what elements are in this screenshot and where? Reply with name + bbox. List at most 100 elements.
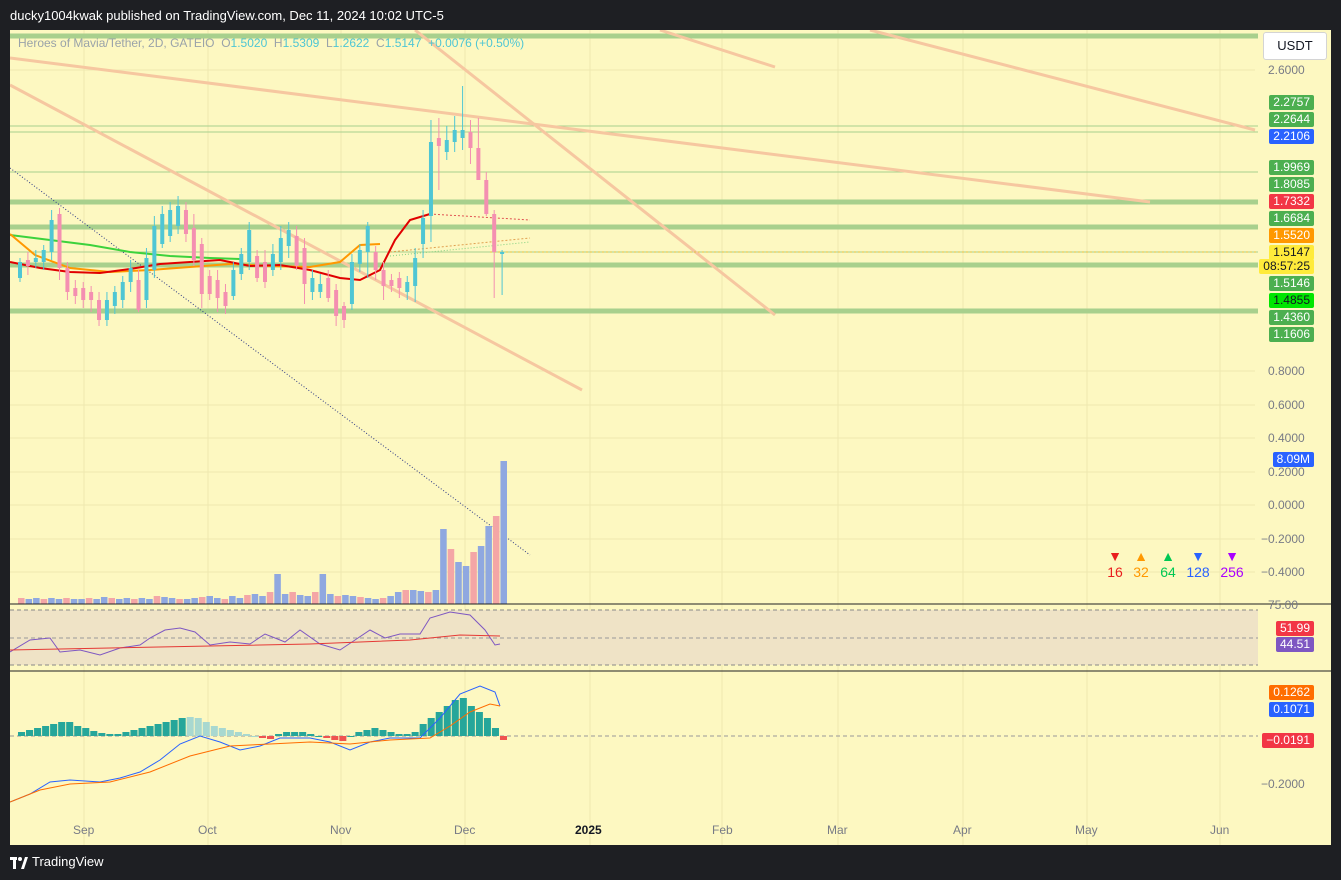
volume-bar [251, 594, 259, 604]
chart-area[interactable]: Heroes of Mavia/Tether, 2D, GATEIO O1.50… [10, 30, 1331, 845]
macd-histogram-bar [467, 706, 475, 736]
fib-arrow-256: ▼ 256 [1217, 548, 1247, 580]
macd-histogram-bar [443, 706, 451, 736]
volume-bar [477, 546, 485, 604]
volume-bar [296, 595, 304, 604]
fib-arrow: ▲ [1134, 548, 1148, 564]
macd-histogram-bar [74, 726, 82, 736]
macd-histogram-bar [82, 728, 90, 736]
volume-bar [425, 592, 432, 604]
ma-red-projection [429, 213, 531, 221]
macd-histogram-bar [499, 736, 507, 740]
macd-histogram-bar [202, 722, 210, 736]
macd-histogram-bar [234, 732, 242, 736]
candle-body [120, 282, 125, 300]
macd-histogram-bar [347, 736, 355, 737]
low-value: 1.2622 [332, 36, 370, 50]
candle-body [239, 254, 244, 274]
fib-arrow-16: ▼ 16 [1100, 548, 1130, 580]
macd-axis-tick: −0.2000 [1261, 777, 1305, 791]
chart-svg[interactable] [10, 30, 1331, 845]
candle-body [270, 254, 275, 270]
volume-bar [349, 596, 357, 604]
price-tick: 0.0000 [1268, 498, 1305, 512]
volume-bar [198, 597, 206, 604]
candle-body [144, 258, 149, 300]
volume-bar [176, 599, 183, 604]
volume-bar [364, 598, 372, 604]
time-tick: Dec [454, 823, 476, 837]
volume-bar [485, 526, 492, 604]
macd-histogram-bar [258, 736, 267, 738]
candle-body [176, 206, 181, 226]
volume-bar [281, 594, 289, 604]
macd-histogram-bar [130, 730, 138, 736]
macd-histogram-bar [18, 732, 26, 736]
candle-body [492, 214, 497, 252]
price-grid [10, 69, 1255, 573]
price-tag: 1.9969 [1269, 160, 1314, 175]
dotted-trend-line[interactable] [10, 167, 531, 556]
candle-body [191, 228, 196, 260]
macd-histogram-bar [98, 733, 106, 736]
ma-red [10, 213, 431, 282]
candle-body [373, 252, 378, 270]
macd-histogram-bar [491, 728, 499, 736]
macd-histogram-bar [339, 736, 347, 741]
brand-name: TradingView [32, 854, 104, 869]
macd-histogram-bar [363, 730, 371, 736]
candle-body [183, 210, 188, 234]
candle-body [73, 288, 78, 296]
price-tick: 0.6000 [1268, 398, 1305, 412]
rsi-axis-tick: 75.00 [1268, 598, 1299, 612]
candle-body [452, 130, 457, 142]
price-tick: −0.2000 [1261, 532, 1305, 546]
high-value: 1.5309 [282, 36, 320, 50]
candle-body [128, 268, 133, 282]
macd-histogram-bar [50, 724, 58, 736]
open-value: 1.5020 [230, 36, 268, 50]
macd-histogram-bar [58, 722, 66, 736]
volume-bar [206, 596, 213, 604]
volume-bar [214, 598, 221, 604]
macd-histogram-bar [355, 732, 363, 736]
time-tick: Apr [953, 823, 972, 837]
price-tick: −0.4000 [1261, 565, 1305, 579]
fib-value: 64 [1160, 564, 1176, 580]
volume-bar [221, 599, 229, 604]
price-tag: 1.6684 [1269, 211, 1314, 226]
macd-hist-tag: −0.0191 [1262, 733, 1314, 748]
currency-button[interactable]: USDT [1263, 32, 1327, 60]
volume-bar [33, 598, 40, 604]
tradingview-logo[interactable]: TradingView [10, 854, 104, 869]
macd-histogram [18, 698, 507, 741]
macd-histogram-bar [42, 726, 50, 736]
candle-body [255, 256, 260, 278]
candle-body [318, 284, 323, 292]
price-tag: 1.7332 [1269, 194, 1314, 209]
volume-bar [108, 598, 115, 604]
trend-lines[interactable] [10, 30, 1256, 392]
volume-bar [304, 596, 311, 604]
macd-histogram-bar [411, 732, 419, 736]
volume-bar [470, 552, 477, 604]
support-resistance-levels[interactable] [10, 33, 1258, 314]
macd-histogram-bar [267, 736, 275, 739]
candle-body [97, 300, 102, 320]
macd-histogram-bar [419, 724, 427, 736]
volume-bar [447, 549, 455, 604]
fib-arrow: ▼ [1108, 548, 1122, 564]
candle-body [334, 290, 339, 316]
last-price-tag: 1.5147 [1269, 245, 1314, 260]
time-tick: Mar [827, 823, 848, 837]
volume-bar [48, 598, 55, 604]
candle-body [112, 292, 117, 306]
fib-arrow-64: ▲ 64 [1153, 548, 1183, 580]
macd-histogram-bar [379, 730, 387, 736]
price-tag: 2.2757 [1269, 95, 1314, 110]
candle-body [89, 292, 94, 300]
fib-arrow-32: ▲ 32 [1126, 548, 1156, 580]
candles[interactable] [18, 86, 505, 328]
macd-histogram-bar [403, 734, 411, 736]
volume-bar [357, 597, 364, 604]
